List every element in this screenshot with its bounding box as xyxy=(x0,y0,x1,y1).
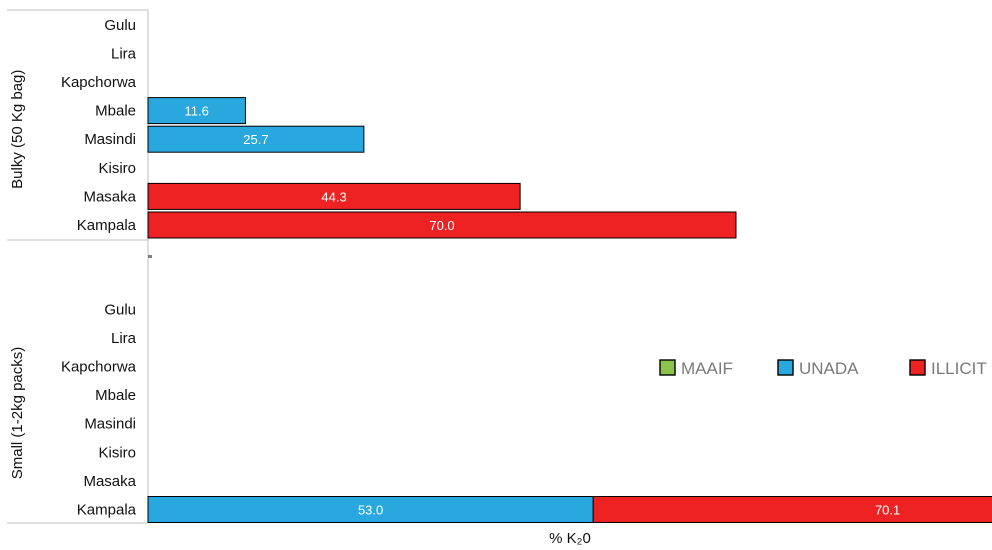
category-label: Lira xyxy=(111,45,137,62)
category-label: Mbale xyxy=(95,387,136,404)
bar-illicit xyxy=(592,496,992,523)
legend-label-maaif: MAAIF xyxy=(681,359,733,378)
category-label: Kisiro xyxy=(98,160,136,177)
bar-illicit xyxy=(147,211,737,239)
category-label: Masaka xyxy=(83,188,136,205)
data-label: 44.3 xyxy=(321,189,346,204)
category-label: Masindi xyxy=(84,131,136,148)
bar-unada xyxy=(147,125,365,153)
group-labels: Bulky (50 Kg bag) Small (1-2kg packs) xyxy=(9,70,26,480)
legend: MAAIF UNADA ILLICIT xyxy=(659,359,987,378)
axis-tick xyxy=(148,255,152,258)
category-label: Kampala xyxy=(77,502,137,519)
category-label: Kapchorwa xyxy=(61,74,137,91)
legend-swatch-illicit xyxy=(909,359,926,376)
axes xyxy=(7,9,152,524)
bar-unada xyxy=(147,496,594,523)
category-label: Masaka xyxy=(83,473,136,490)
value-labels: 11.6 25.7 44.3 70.0 53.0 70.1 xyxy=(185,104,901,518)
data-label: 11.6 xyxy=(185,104,209,119)
category-labels: Gulu Lira Kapchorwa Mbale Masindi Kisiro Masak… xyxy=(61,17,137,519)
category-label: Kapchorwa xyxy=(61,359,137,376)
legend-label-illicit: ILLICIT xyxy=(931,359,987,378)
data-label: 70.1 xyxy=(875,503,900,518)
category-label: Lira xyxy=(111,330,137,347)
data-label: 25.7 xyxy=(243,132,268,147)
data-label: 53.0 xyxy=(358,503,383,518)
bar-illicit xyxy=(147,182,521,210)
x-axis-label: % K₂0 xyxy=(549,530,591,547)
bars xyxy=(147,97,992,523)
group-label: Bulky (50 Kg bag) xyxy=(9,70,26,189)
data-label: 70.0 xyxy=(429,218,454,233)
legend-label-unada: UNADA xyxy=(799,359,859,378)
legend-swatch-unada xyxy=(777,359,794,376)
category-label: Gulu xyxy=(104,301,136,318)
legend-swatch-maaif xyxy=(659,359,676,376)
category-label: Kisiro xyxy=(98,444,136,461)
category-label: Masindi xyxy=(84,416,136,433)
category-label: Kampala xyxy=(77,217,137,234)
category-label: Mbale xyxy=(95,103,136,120)
bar-unada xyxy=(147,97,246,125)
group-label: Small (1-2kg packs) xyxy=(9,347,26,480)
category-label: Gulu xyxy=(104,17,136,34)
